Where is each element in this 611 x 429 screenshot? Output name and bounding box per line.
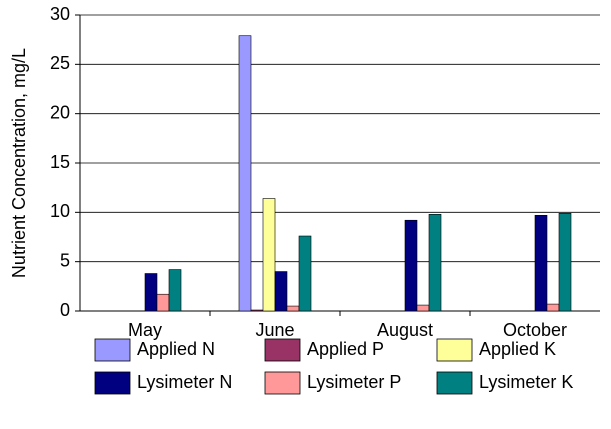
legend-label: Lysimeter N	[137, 372, 232, 392]
bar	[156, 293, 170, 312]
legend-swatch	[436, 371, 473, 395]
x-tick-label: August	[377, 320, 433, 340]
bar	[416, 304, 430, 312]
bar	[238, 35, 252, 312]
legend-swatch	[436, 338, 473, 362]
legend-label: Lysimeter P	[307, 372, 401, 392]
bar	[558, 213, 572, 312]
legend-swatch	[94, 371, 131, 395]
legend-label: Applied N	[137, 339, 215, 359]
bar	[546, 303, 560, 312]
legend-swatch	[94, 338, 131, 362]
y-tick-label: 5	[60, 250, 70, 270]
x-tick-label: June	[255, 320, 294, 340]
legend-swatch	[264, 338, 301, 362]
x-tick-label: May	[128, 320, 162, 340]
bar	[274, 271, 288, 312]
legend-label: Applied K	[479, 339, 556, 359]
legend-label: Applied P	[307, 339, 384, 359]
bar	[534, 214, 548, 312]
y-axis-label: Nutrient Concentration, mg/L	[9, 48, 29, 278]
bar	[250, 309, 264, 312]
bar	[168, 269, 182, 312]
y-tick-label: 25	[50, 53, 70, 73]
y-tick-label: 10	[50, 201, 70, 221]
bar	[428, 214, 442, 312]
bar	[262, 198, 276, 312]
bar	[404, 219, 418, 312]
legend-label: Lysimeter K	[479, 372, 573, 392]
bar	[144, 273, 158, 312]
bar	[298, 235, 312, 312]
bar	[286, 305, 300, 312]
legend-swatch	[264, 371, 301, 395]
y-tick-label: 15	[50, 152, 70, 172]
y-tick-label: 30	[50, 4, 70, 24]
y-tick-label: 20	[50, 102, 70, 122]
x-tick-label: October	[503, 320, 567, 340]
y-tick-label: 0	[60, 300, 70, 320]
